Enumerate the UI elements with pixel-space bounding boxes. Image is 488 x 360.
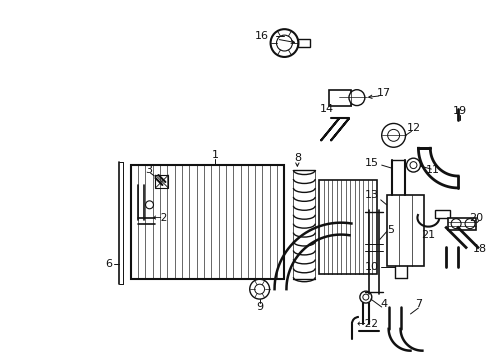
- Text: 17: 17: [376, 88, 390, 98]
- Text: 18: 18: [472, 244, 486, 255]
- Text: 13: 13: [364, 190, 378, 200]
- Bar: [328, 90, 350, 105]
- Text: 19: 19: [452, 105, 466, 116]
- Text: 9: 9: [256, 302, 263, 312]
- Text: 6: 6: [105, 259, 112, 269]
- Text: 21: 21: [421, 230, 434, 239]
- Bar: [447, 218, 475, 230]
- Text: ←22: ←22: [356, 319, 378, 329]
- Bar: [130, 165, 284, 279]
- Bar: [434, 210, 449, 218]
- Bar: [386, 195, 424, 266]
- Bar: [155, 175, 168, 188]
- Circle shape: [406, 158, 420, 172]
- Bar: [298, 39, 309, 47]
- Text: 11: 11: [426, 165, 439, 175]
- Circle shape: [381, 123, 405, 147]
- Text: 4: 4: [379, 299, 386, 309]
- Text: 12: 12: [406, 123, 420, 134]
- Text: 15: 15: [364, 158, 378, 168]
- Text: 8: 8: [293, 153, 300, 163]
- Text: 16: 16: [254, 31, 268, 41]
- Text: 10: 10: [364, 262, 378, 272]
- Text: 14: 14: [319, 104, 333, 113]
- Text: ←2: ←2: [152, 213, 167, 223]
- Bar: [319, 180, 376, 274]
- Circle shape: [270, 29, 298, 57]
- Text: 7: 7: [414, 299, 421, 309]
- Text: 20: 20: [468, 213, 482, 223]
- Text: 1: 1: [211, 150, 218, 160]
- Circle shape: [348, 90, 364, 105]
- Text: 3: 3: [145, 165, 152, 175]
- Text: 5: 5: [386, 225, 393, 235]
